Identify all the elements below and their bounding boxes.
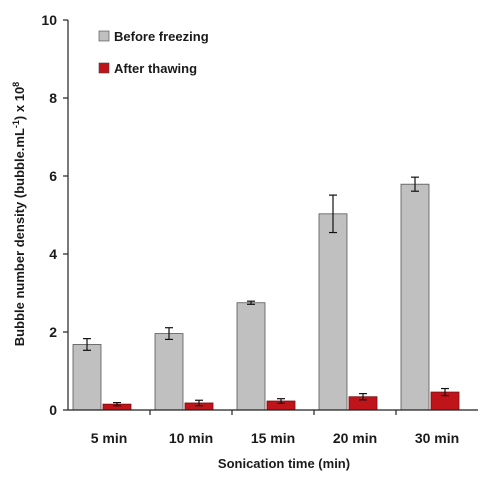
y-tick-label: 4 [49, 246, 57, 262]
y-tick-label: 0 [49, 402, 57, 418]
legend-label-after-thawing: After thawing [114, 61, 197, 76]
legend-label-before-freezing: Before freezing [114, 29, 209, 44]
y-axis-ticks: 0 2 4 6 8 10 [41, 12, 68, 418]
x-category-label: 15 min [251, 430, 295, 446]
y-tick-label: 6 [49, 168, 57, 184]
legend-swatch-before-freezing [98, 30, 110, 42]
bar-before-freezing [236, 302, 266, 411]
bar-before-freezing [154, 333, 184, 411]
bar-before-freezing [72, 344, 102, 411]
y-axis-title-middle: ) x 10 [12, 87, 27, 120]
legend-swatch-after-thawing [98, 62, 110, 74]
category-labels-group: 5 min 10 min 15 min 20 min 30 min [91, 430, 459, 446]
x-category-label: 5 min [91, 430, 128, 446]
y-axis-title-main: Bubble number density (bubble.mL [12, 128, 27, 346]
x-category-label: 30 min [415, 430, 459, 446]
y-tick-label: 10 [41, 12, 57, 28]
y-tick-label: 8 [49, 90, 57, 106]
bar-before-freezing [318, 213, 348, 411]
x-axis-title: Sonication time (min) [218, 456, 350, 471]
y-axis-title-superscript-1: -1 [11, 120, 21, 128]
error-bars-group [83, 176, 449, 407]
x-category-label: 10 min [169, 430, 213, 446]
y-axis-title: Bubble number density (bubble.mL-1) x 10… [11, 82, 27, 346]
y-tick-label: 2 [49, 324, 57, 340]
legend: Before freezing After thawing [98, 29, 209, 76]
bar-before-freezing [400, 183, 430, 411]
axes-group [67, 20, 478, 415]
y-axis-title-superscript-2: 8 [11, 82, 21, 87]
bars-group [72, 183, 460, 411]
x-category-label: 20 min [333, 430, 377, 446]
